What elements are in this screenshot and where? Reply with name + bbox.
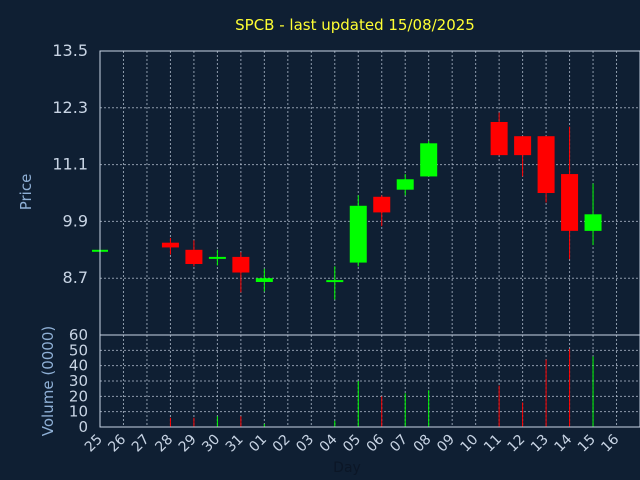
- x-tick-label: 06: [364, 431, 388, 455]
- x-tick-label: 30: [199, 432, 223, 456]
- price-axis-label: Price: [17, 174, 35, 211]
- volume-tick-label: 50: [69, 341, 88, 359]
- volume-panel-frame: [99, 334, 640, 428]
- x-tick-label: 26: [105, 431, 129, 455]
- candle-body: [584, 214, 602, 231]
- volume-tick-label: 30: [69, 372, 88, 390]
- x-tick-label: 31: [223, 432, 247, 456]
- price-panel-frame: [99, 50, 640, 336]
- volume-tick-label: 20: [69, 387, 88, 405]
- volume-tick-label: 10: [69, 403, 88, 421]
- volume-tick-label: 40: [69, 357, 88, 375]
- candle-body: [490, 122, 508, 156]
- x-tick-label: 10: [458, 432, 482, 456]
- x-axis-label: Day: [333, 460, 361, 476]
- candle-body: [420, 143, 438, 177]
- candle-body: [185, 249, 203, 264]
- candle-body: [514, 136, 532, 156]
- x-tick-label: 01: [246, 432, 270, 456]
- price-tick-label: 13.5: [52, 41, 88, 60]
- volume-axis-label: Volume (0000): [39, 326, 57, 436]
- volume-bars: [169, 348, 594, 427]
- candle-body: [255, 278, 273, 282]
- x-tick-label: 09: [434, 432, 458, 456]
- x-tick-label: 04: [317, 431, 341, 455]
- x-tick-label: 13: [528, 432, 552, 456]
- x-tick-label: 11: [481, 432, 505, 456]
- price-tick-label: 11.1: [52, 155, 88, 174]
- volume-tick-label: 60: [69, 326, 88, 344]
- x-tick-label: 15: [575, 432, 599, 456]
- candle-body: [208, 256, 226, 259]
- candle-body: [561, 174, 579, 231]
- x-tick-label: 12: [505, 432, 529, 456]
- price-ticks: 13.5 12.3 11.1 9.9 8.7: [52, 41, 88, 287]
- candle-body: [326, 280, 344, 283]
- x-tick-label: 07: [387, 432, 411, 456]
- price-tick-label: 8.7: [63, 268, 88, 287]
- candle-body: [349, 205, 367, 263]
- x-tick-label: 02: [270, 432, 294, 456]
- chart-title: SPCB - last updated 15/08/2025: [235, 16, 475, 34]
- x-tick-label: 14: [551, 431, 575, 455]
- x-tick-label: 05: [340, 432, 364, 456]
- candles: [92, 112, 602, 300]
- x-ticks: 25 26 27 28 29 30 31 01 02 03 04 05 06 07 08 09 10 11 12 13…: [82, 431, 622, 455]
- x-tick-label: 27: [129, 432, 153, 456]
- candle-body: [161, 242, 179, 248]
- x-tick-label: 08: [411, 432, 435, 456]
- candle-body: [396, 179, 414, 190]
- price-grid: [100, 50, 640, 335]
- x-tick-label: 16: [598, 431, 622, 455]
- price-tick-label: 12.3: [52, 98, 88, 117]
- volume-tick-label: 0: [78, 418, 88, 436]
- candle-body: [232, 256, 250, 273]
- x-tick-label: 03: [293, 432, 317, 456]
- price-tick-label: 9.9: [63, 211, 88, 230]
- candle-body: [373, 196, 391, 213]
- x-tick-label: 29: [176, 432, 200, 456]
- volume-grid: [100, 335, 640, 427]
- candle-body: [537, 136, 555, 193]
- x-tick-label: 28: [152, 432, 176, 456]
